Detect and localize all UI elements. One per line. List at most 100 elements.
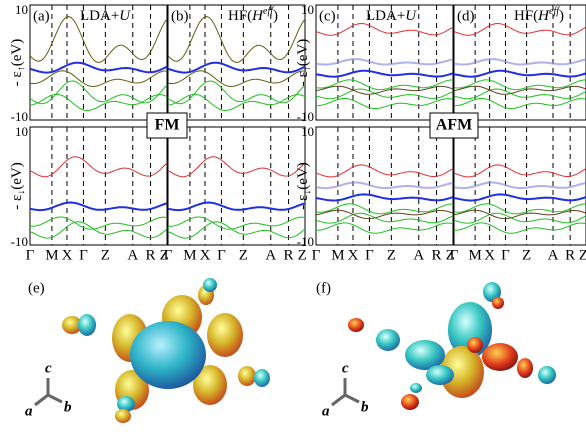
k-label: Γ	[365, 247, 374, 263]
panel-frame	[29, 126, 168, 246]
k-label: Z	[298, 247, 307, 263]
method-part: HF(	[228, 8, 252, 24]
band-curve	[453, 58, 586, 66]
band-curve	[315, 181, 454, 190]
order-box	[429, 112, 479, 139]
k-label: M	[468, 247, 481, 263]
k-label: A	[127, 247, 138, 263]
band-curve	[454, 222, 586, 234]
band-curve	[453, 69, 586, 78]
band-curve	[29, 156, 168, 178]
band-curve	[315, 164, 454, 178]
panel-frame	[167, 4, 306, 121]
method-part: )	[559, 8, 564, 24]
band-curve	[453, 98, 586, 110]
band-curve	[315, 22, 454, 36]
y-label-part: - ε	[295, 71, 311, 86]
y-label-part: ↓	[16, 190, 27, 195]
method-label: HF(Heff)	[228, 6, 278, 24]
band-curve	[29, 221, 168, 239]
k-label: R	[284, 247, 294, 263]
band-curve	[315, 85, 454, 95]
panel-label: (b)	[171, 8, 189, 24]
band-curve	[30, 216, 168, 230]
y-label-part: ↑	[16, 66, 27, 71]
band-curve	[167, 70, 305, 88]
panel-frame	[315, 126, 454, 246]
y-tick-label: 10	[15, 2, 28, 17]
band-curve	[453, 203, 586, 215]
orbital-e	[62, 278, 270, 423]
k-label: Γ	[501, 247, 510, 263]
axis-triad	[34, 378, 360, 407]
panel-frame	[167, 126, 306, 246]
band-curve	[29, 201, 168, 212]
k-label: Γ	[217, 247, 226, 263]
method-part: LDA+	[80, 8, 119, 24]
band-curve	[29, 80, 168, 105]
k-label: Z	[101, 247, 110, 263]
band-curve	[453, 88, 586, 100]
orbital-images	[34, 278, 556, 423]
k-label: Z	[160, 247, 169, 263]
band-curve	[453, 22, 586, 36]
y-tick-label: -10	[11, 109, 28, 124]
y-label-part: (eV)	[9, 39, 25, 66]
y-axis-label: - ε↓(eV)	[295, 162, 313, 210]
axis-label: c	[342, 360, 349, 376]
k-label: M	[331, 247, 344, 263]
y-label-part: - ε	[295, 195, 311, 210]
k-label: Z	[387, 247, 396, 263]
k-label: Γ	[26, 247, 35, 263]
axis-label: a	[25, 403, 33, 419]
band-curve	[168, 216, 306, 230]
method-part: eff	[549, 6, 560, 17]
band-curve	[167, 156, 306, 178]
y-axis-label: - ε↑(eV)	[295, 39, 313, 87]
band-curve	[167, 201, 306, 212]
band-curve	[167, 15, 306, 64]
band-curve	[453, 79, 586, 91]
k-label: X	[484, 247, 495, 263]
band-curve	[167, 80, 306, 105]
panel-label: (a)	[33, 8, 50, 24]
band-curve	[315, 58, 454, 66]
order-label: FM	[155, 117, 180, 134]
y-label-part: ↓	[302, 190, 313, 195]
y-label-part: (eV)	[9, 162, 25, 189]
y-tick-label: 10	[15, 124, 28, 139]
method-part: U	[405, 8, 417, 24]
method-label: LDA+U	[80, 8, 131, 24]
panel-label: (c)	[319, 8, 336, 24]
order-label: AFM	[436, 117, 472, 134]
band-curve	[167, 61, 306, 74]
y-tick-label: -10	[297, 109, 314, 124]
k-label: Γ	[79, 247, 88, 263]
panel-frame	[453, 126, 586, 246]
band-curve	[453, 193, 586, 202]
panel-frame	[453, 4, 586, 121]
k-label: A	[548, 247, 559, 263]
y-label-part: - ε	[9, 195, 25, 210]
band-curve	[453, 212, 586, 224]
k-label: Γ	[450, 247, 459, 263]
k-label: Z	[579, 247, 586, 263]
k-label: Γ	[312, 247, 321, 263]
method-label: HF(Heff)	[514, 6, 564, 24]
k-label: Z	[522, 247, 531, 263]
band-curve	[29, 61, 168, 74]
k-label: A	[413, 247, 424, 263]
band-curve	[315, 212, 454, 224]
orbital-f	[348, 282, 556, 410]
band-panels: (a) LDA+U10-10- ε↑(eV)(b) HF(Heff) (c) LDA+U…	[9, 2, 586, 263]
axis-label: a	[322, 403, 330, 419]
k-label: Z	[239, 247, 248, 263]
method-part: U	[119, 8, 131, 24]
band-curve	[29, 15, 168, 64]
order-box	[146, 112, 188, 139]
method-part: H	[251, 8, 264, 24]
band-curve	[453, 164, 586, 178]
method-label: LDA+U	[366, 8, 417, 24]
method-part: )	[273, 8, 278, 24]
